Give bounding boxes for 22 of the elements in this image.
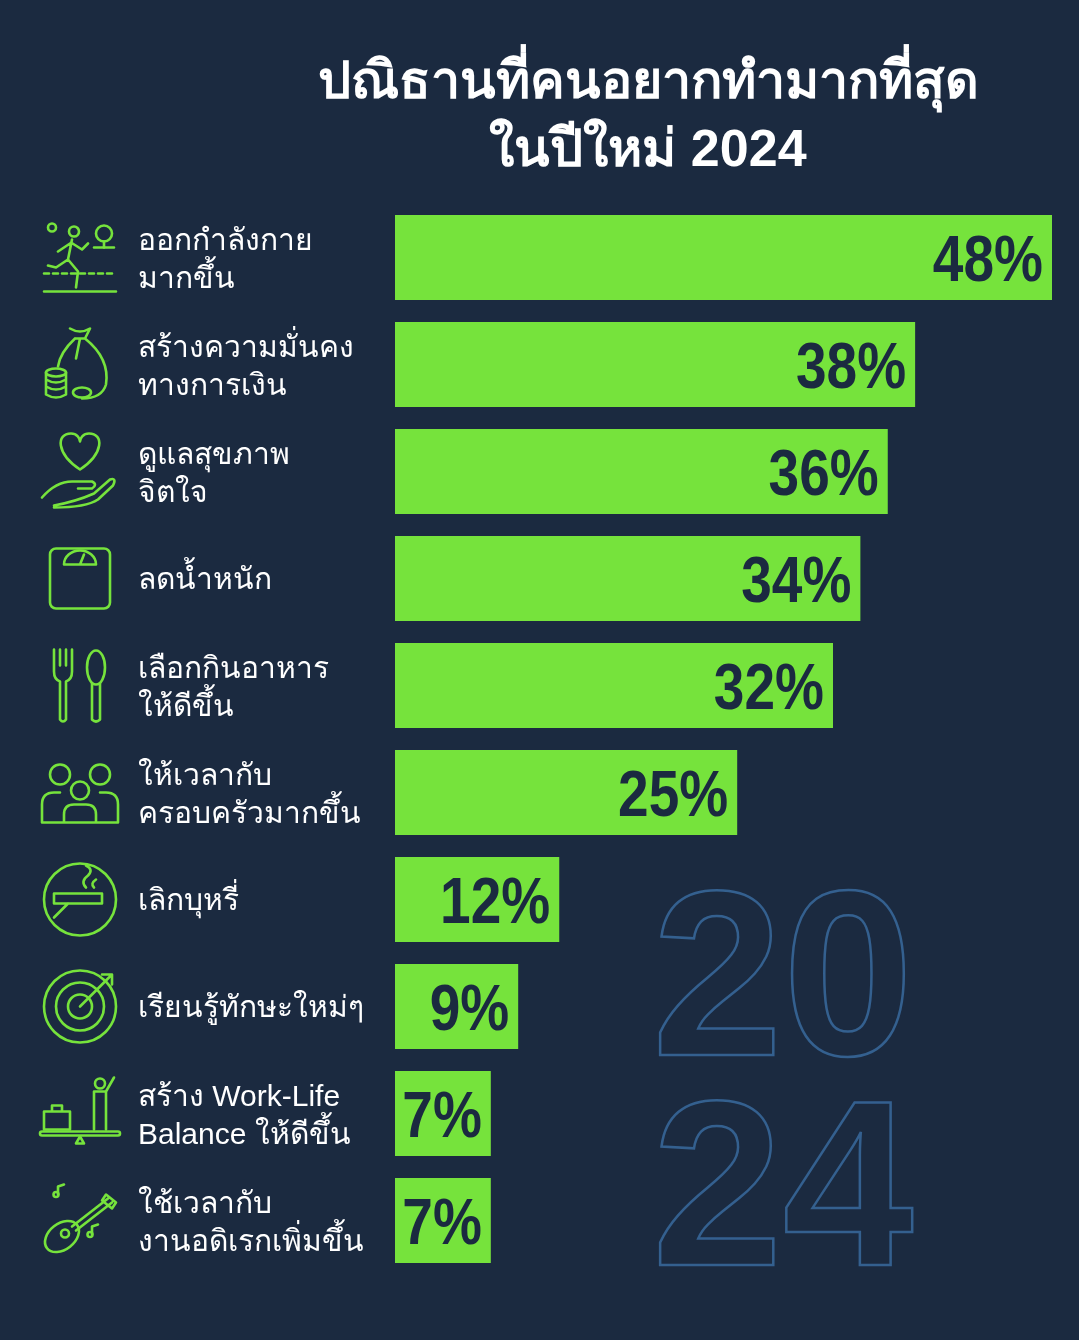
data-label: 48% — [932, 222, 1043, 295]
data-label: 36% — [768, 436, 879, 509]
y-tick-label: ออกกำลังกาย มากขึ้น — [138, 222, 313, 294]
data-label: 25% — [618, 757, 729, 830]
data-label: 12% — [440, 864, 551, 937]
y-tick-label: ใช้เวลากับ งานอดิเรกเพิ่มขึ้น — [138, 1185, 364, 1257]
y-tick-label: ให้เวลากับ ครอบครัวมากขึ้น — [138, 757, 361, 829]
data-label: 38% — [795, 329, 907, 402]
y-tick-label: สร้างความมั่นคง ทางการเงิน — [138, 325, 354, 401]
y-tick-label: ดูแลสุขภาพ จิตใจ — [138, 436, 290, 508]
data-label: 7% — [402, 1185, 482, 1258]
y-tick-label: ลดน้ำหนัก — [138, 556, 272, 595]
data-label: 7% — [402, 1078, 482, 1151]
data-label: 34% — [741, 543, 852, 616]
y-tick-label: เลิกบุหรี่ — [138, 878, 239, 919]
annotation: 2024 — [652, 842, 914, 1315]
data-label: 32% — [713, 650, 824, 723]
y-tick-label: เลือกกินอาหาร ให้ดีขึ้น — [138, 650, 329, 722]
chart-title: ปณิธานที่คนอยากทำมากที่สุด ในปีใหม่ 2024 — [317, 44, 979, 177]
data-label: 9% — [429, 971, 510, 1044]
y-tick-label: สร้าง Work-Life Balance ให้ดีขึ้น — [138, 1078, 351, 1150]
y-tick-label: เรียนรู้ทักษะใหม่ๆ — [138, 989, 364, 1025]
